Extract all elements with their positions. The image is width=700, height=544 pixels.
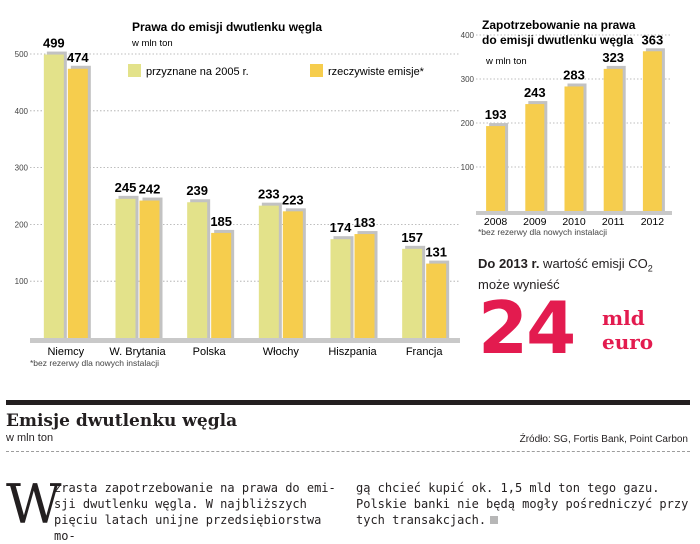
callout-phrase: wartość emisji CO (539, 256, 648, 271)
legend-swatch-actual (310, 64, 323, 77)
bar-2011 (603, 68, 623, 211)
chart2-baseline (476, 211, 672, 215)
chart1-baseline (30, 338, 460, 343)
callout-unit-euro: euro (602, 330, 654, 354)
chart1-y-tick: 100 (15, 277, 29, 286)
bar-value-label: 185 (210, 214, 232, 229)
bar-polska-s2 (211, 232, 232, 338)
x-label-2010: 2010 (562, 216, 586, 228)
end-mark-icon (490, 516, 499, 524)
bar-value-label: 323 (602, 50, 624, 65)
article-column-1-rest: sji dwutlenku węgla. W najbliższych pięc… (54, 497, 322, 543)
bar-w-ochy-s1 (258, 205, 279, 338)
chart1-y-tick: 500 (15, 50, 29, 59)
article-column-1-first: zrasta zapotrzebowanie na prawa do emi- (54, 481, 336, 495)
bar-value-label: 193 (485, 107, 507, 122)
callout-year: Do 2013 r. (478, 256, 540, 271)
x-label-w-brytania: W. Brytania (109, 346, 166, 358)
chart1-y-tick: 300 (15, 164, 29, 173)
bar-value-label: 131 (425, 245, 447, 260)
bar-value-label: 223 (282, 192, 304, 207)
bar-francja-s2 (426, 263, 447, 338)
bar-w-brytania-s1 (115, 198, 136, 338)
bar-francja-s1 (402, 248, 423, 338)
bar-2010 (564, 86, 584, 211)
bar-value-label: 239 (186, 183, 208, 198)
chart-demand: Zapotrzebowanie na prawa do emisji dwutl… (461, 18, 672, 237)
bar-2008 (486, 126, 506, 211)
bar-value-label: 499 (43, 36, 65, 51)
x-label-2011: 2011 (602, 216, 625, 228)
x-label-2008: 2008 (484, 216, 508, 228)
article-column-2: gą chcieć kupić ok. 1,5 mld ton tego gaz… (356, 480, 690, 528)
x-label-hiszpania: Hiszpania (328, 346, 377, 358)
bar-value-label: 474 (67, 50, 89, 65)
chart2-y-tick: 100 (461, 163, 475, 172)
bar-value-label: 183 (354, 215, 376, 230)
bar-w-ochy-s2 (282, 211, 303, 338)
x-label-2012: 2012 (641, 216, 665, 228)
article-title: Emisje dwutlenku węgla (6, 411, 238, 431)
x-label-w-ochy: Włochy (263, 346, 300, 358)
bar-value-label: 283 (563, 67, 585, 82)
bar-polska-s1 (187, 202, 208, 338)
x-label-2009: 2009 (523, 216, 547, 228)
bar-niemcy-s1 (43, 54, 64, 339)
chart1-y-tick: 200 (15, 220, 29, 229)
article-column-1: zrasta zapotrzebowanie na prawa do emi- … (54, 480, 344, 544)
charts-canvas: Prawa do emisji dwutlenku węgla w mln to… (15, 18, 672, 368)
article-column-2-text: gą chcieć kupić ok. 1,5 mld ton tego gaz… (356, 481, 689, 527)
callout-text: Do 2013 r. wartość emisji CO2 może wynie… (478, 256, 688, 293)
chart-emission-rights: Prawa do emisji dwutlenku węgla w mln to… (15, 20, 460, 368)
chart1-y-tick: 400 (15, 107, 29, 116)
chart2-title-line1: Zapotrzebowanie na prawa (482, 18, 636, 32)
chart2-y-tick: 200 (461, 119, 475, 128)
source-note: Źródło: SG, Fortis Bank, Point Carbon (519, 434, 688, 445)
callout-value: 24 (478, 286, 576, 370)
chart2-subtitle: w mln ton (485, 56, 527, 67)
section-rule (6, 400, 690, 405)
callout-line2: może wynieść (478, 276, 560, 292)
chart1-subtitle: w mln ton (131, 38, 173, 49)
dashed-divider (6, 451, 690, 452)
bar-niemcy-s2 (67, 68, 88, 338)
bar-w-brytania-s2 (139, 200, 160, 338)
bar-value-label: 245 (115, 180, 137, 195)
article-subtitle: w mln ton (6, 432, 54, 444)
bar-2012 (642, 51, 662, 211)
callout-unit-mld: mld (602, 306, 645, 330)
bar-2009 (525, 104, 545, 211)
bar-hiszpania-s1 (330, 239, 351, 338)
chart1-footnote: *bez rezerwy dla nowych instalacji (30, 358, 159, 368)
bar-value-label: 157 (401, 230, 423, 245)
chart1-title: Prawa do emisji dwutlenku węgla (132, 20, 322, 34)
bar-value-label: 243 (524, 85, 546, 100)
drop-cap: W (6, 473, 62, 536)
legend-label-actual: rzeczywiste emisje* (328, 66, 425, 78)
callout-unit: mld euro (602, 306, 682, 354)
chart2-title-line2: do emisji dwutlenku węgla (482, 33, 634, 47)
legend-swatch-allocated (128, 64, 141, 77)
legend-label-allocated: przyznane na 2005 r. (146, 66, 249, 78)
chart2-y-tick: 300 (461, 75, 475, 84)
callout-subscript: 2 (647, 263, 653, 274)
x-label-polska: Polska (193, 346, 227, 358)
chart2-y-tick: 400 (461, 31, 475, 40)
x-label-francja: Francja (406, 346, 444, 358)
chart2-footnote: *bez rezerwy dla nowych instalacji (478, 227, 607, 237)
bar-value-label: 363 (642, 32, 664, 47)
bar-value-label: 242 (139, 182, 161, 197)
x-label-niemcy: Niemcy (47, 346, 84, 358)
bar-value-label: 174 (330, 220, 352, 235)
bar-hiszpania-s2 (354, 234, 375, 338)
bar-value-label: 233 (258, 187, 280, 202)
